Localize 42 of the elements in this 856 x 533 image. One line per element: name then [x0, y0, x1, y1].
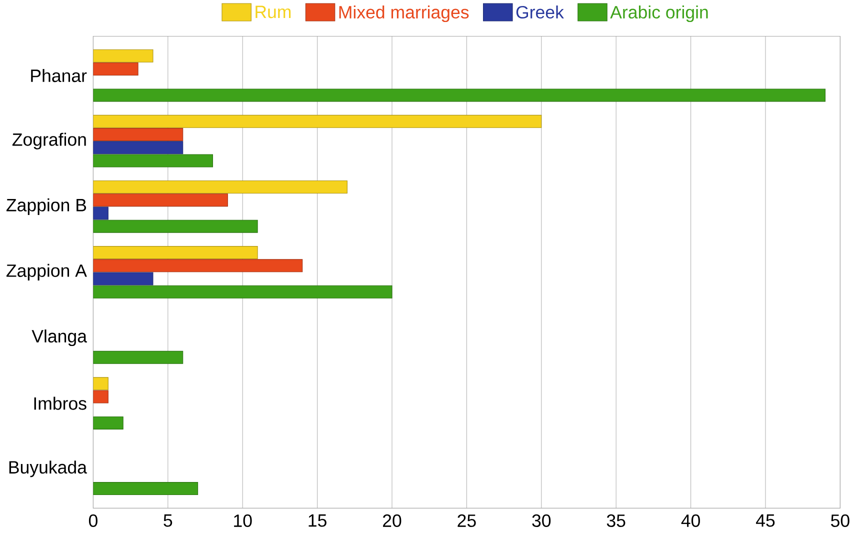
bar	[93, 114, 542, 128]
y-tick-label: Zografion	[12, 132, 86, 150]
bar	[93, 272, 154, 286]
bar	[93, 128, 184, 142]
y-tick-label: Phanar	[31, 69, 87, 82]
y-tick-label: Imbros	[34, 396, 86, 410]
bar	[93, 49, 154, 62]
bar	[93, 180, 348, 194]
bar	[93, 285, 392, 298]
x-tick-label: 30	[532, 514, 551, 528]
x-tick-label: 15	[308, 514, 326, 527]
y-tick-label: Zappion B	[6, 198, 86, 215]
bar	[93, 220, 258, 233]
bar	[93, 390, 108, 404]
x-tick-label: 35	[606, 514, 626, 528]
legend-label: Rum	[256, 6, 291, 18]
x-tick-label: 20	[383, 514, 402, 528]
bar	[93, 62, 138, 76]
x-tick-label: 45	[756, 514, 775, 527]
bar	[93, 482, 198, 496]
bar	[93, 416, 124, 430]
bar	[93, 206, 108, 220]
bar	[93, 377, 108, 390]
legend-label: Greek	[516, 6, 564, 19]
x-tick-label: 0	[88, 514, 98, 528]
legend-label: Mixed marriages	[339, 6, 469, 22]
bar	[93, 194, 228, 207]
bar	[93, 246, 258, 260]
x-tick-label: 5	[164, 514, 172, 527]
y-tick-label: Vlanga	[32, 330, 87, 346]
x-tick-label: 25	[458, 514, 476, 528]
bar	[93, 350, 184, 364]
bar	[93, 154, 213, 168]
y-tick-label: Zappion A	[6, 264, 87, 281]
bar	[93, 88, 826, 102]
bar	[93, 259, 303, 272]
bar	[93, 141, 184, 154]
x-tick-label: 50	[830, 514, 850, 528]
x-tick-label: 10	[234, 514, 252, 528]
x-tick-label: 40	[681, 514, 700, 528]
legend-label: Arabic origin	[610, 6, 708, 22]
y-tick-label: Buyukada	[9, 460, 87, 478]
